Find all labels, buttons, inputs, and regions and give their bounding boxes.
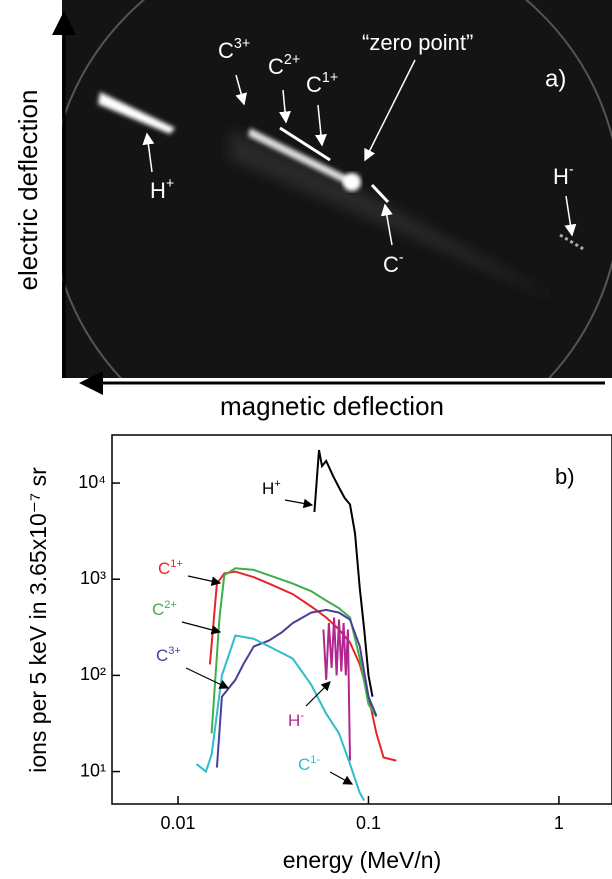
- detector-image: a) electric deflection magnetic deflection…: [13, 0, 612, 421]
- annotation-arrow: [305, 681, 331, 707]
- x-axis-label: magnetic deflection: [220, 391, 444, 421]
- chart-annotation: C1-: [298, 754, 320, 775]
- image-annotation-sup: 3+: [234, 36, 250, 52]
- x-tick-label: 0.01: [161, 813, 196, 833]
- plot-area: [195, 449, 397, 802]
- chart-annotation-base: C: [156, 646, 168, 665]
- image-annotation-base: “zero point”: [362, 30, 473, 55]
- y-tick-label: 10¹: [80, 760, 106, 780]
- chart-annotation-base: H: [262, 479, 274, 498]
- chart-annotation: C2+: [152, 599, 177, 620]
- annotation-arrow: [329, 771, 354, 785]
- spectrum-chart: b) energy (MeV/n) ions per 5 keV in 3.65x1…: [25, 434, 612, 873]
- annotation-arrow: [187, 575, 222, 586]
- chart-annotation-base: H: [288, 711, 300, 730]
- y-tick-label: 10²: [80, 664, 106, 684]
- chart-annotation-sup: 3+: [168, 645, 181, 657]
- image-annotation: C2+: [268, 52, 300, 79]
- series-line: [215, 608, 378, 768]
- chart-annotation-sup: 1-: [310, 754, 320, 766]
- annotation-arrow: [185, 667, 230, 689]
- series-line: [210, 567, 378, 734]
- chart-annotation-base: C: [158, 559, 170, 578]
- panel-label: a): [545, 65, 566, 92]
- image-annotation-base: C: [268, 54, 284, 79]
- chart-annotation-sup: 2+: [164, 599, 177, 611]
- annotation-arrow: [181, 621, 222, 635]
- chart-annotation: C1+: [158, 558, 183, 579]
- chart-annotation-sup: -: [300, 710, 304, 722]
- series-line: [322, 617, 351, 761]
- chart-annotation-base: C: [152, 600, 164, 619]
- chart-annotation: H-: [288, 710, 304, 731]
- y-axis-label: electric deflection: [13, 90, 43, 291]
- panel-label: b): [555, 464, 575, 489]
- y-tick-label: 10⁴: [78, 472, 106, 492]
- image-annotation: H+: [150, 176, 174, 203]
- y-axis-label: ions per 5 keV in 3.65x10⁻⁷ sr: [25, 467, 51, 773]
- chart-annotation-sup: +: [274, 478, 280, 490]
- image-annotation-base: H: [150, 178, 166, 203]
- image-annotation: C-: [383, 250, 404, 277]
- image-annotation-sup: 2+: [284, 52, 300, 68]
- x-axis-label: energy (MeV/n): [283, 847, 442, 873]
- image-annotation-sup: +: [166, 176, 174, 192]
- image-annotation: H-: [553, 162, 574, 189]
- chart-annotation: H+: [262, 478, 281, 499]
- image-annotation: C3+: [218, 36, 250, 63]
- annotation-arrow: [284, 498, 314, 509]
- image-annotation-base: C: [218, 38, 234, 63]
- image-annotation-base: C: [383, 252, 399, 277]
- image-annotation-sup: -: [569, 162, 574, 178]
- image-annotation-sup: 1+: [322, 70, 338, 86]
- image-annotation: C1+: [306, 70, 338, 97]
- chart-annotation-base: C: [298, 755, 310, 774]
- series-line: [313, 449, 374, 697]
- series-line: [195, 634, 366, 802]
- image-annotation: “zero point”: [362, 30, 473, 55]
- image-annotation-base: H: [553, 164, 569, 189]
- y-tick-label: 10³: [80, 568, 106, 588]
- chart-annotation: C3+: [156, 645, 181, 666]
- chart-annotation-sup: 1+: [170, 558, 183, 570]
- x-tick-label: 0.1: [356, 813, 381, 833]
- image-annotation-sup: -: [399, 250, 404, 266]
- image-annotation-base: C: [306, 72, 322, 97]
- x-tick-label: 1: [554, 813, 564, 833]
